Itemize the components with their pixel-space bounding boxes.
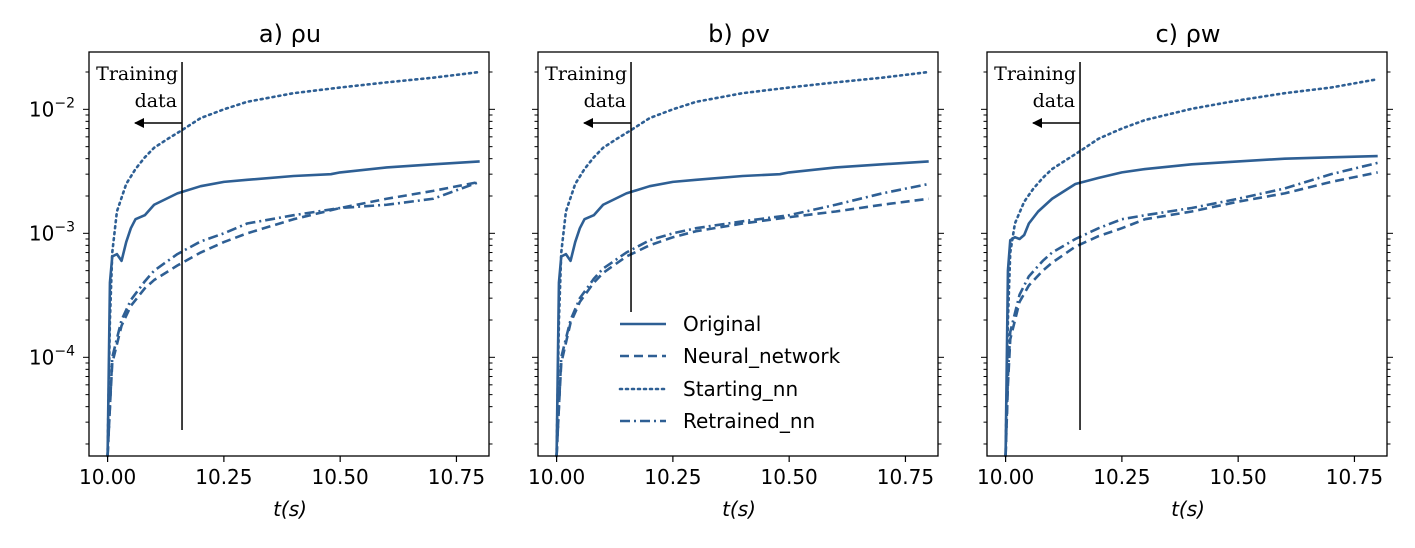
x-axis-label: t(s) <box>1171 497 1205 521</box>
y-tick-label: 10−2 <box>29 95 75 121</box>
axes-frame <box>88 51 490 457</box>
annotation-line-2: data <box>135 90 177 112</box>
legend-label-original: Original <box>683 312 761 336</box>
x-tick-label: 10.75 <box>877 465 934 489</box>
axes-frame <box>537 51 939 457</box>
y-axis <box>981 71 1393 445</box>
annotation-line-2: data <box>1033 90 1075 112</box>
y-tick-label: 10−4 <box>29 343 75 369</box>
series-retrained-nn <box>1004 161 1379 457</box>
annotation-line-1: Training <box>994 63 1076 85</box>
plot-area <box>106 70 481 458</box>
panel-rho-w: c) ρw 10.00 10.25 10.50 10.75 t(s) Training… <box>977 20 1393 521</box>
x-tick-label: 10.75 <box>1326 465 1383 489</box>
series-starting-nn <box>555 70 930 458</box>
y-axis: 10−4 10−3 10−2 <box>29 71 495 445</box>
x-axis-label: t(s) <box>722 497 756 521</box>
x-axis: 10.00 10.25 10.50 10.75 <box>977 456 1383 489</box>
series-retrained-nn <box>555 182 929 457</box>
panel-title: c) ρw <box>1155 20 1220 48</box>
series-retrained-nn <box>106 180 481 457</box>
series-neural-network <box>555 197 929 457</box>
x-tick-label: 10.50 <box>1210 465 1267 489</box>
x-tick-label: 10.25 <box>195 465 252 489</box>
legend-label-neural-network: Neural_network <box>683 344 841 368</box>
y-tick-label: 10−3 <box>29 219 75 245</box>
plot-area <box>1004 77 1379 458</box>
x-axis: 10.00 10.25 10.50 10.75 <box>79 456 485 489</box>
x-tick-label: 10.00 <box>79 465 136 489</box>
axes-frame <box>986 51 1388 457</box>
panel-rho-u: a) ρu 10.00 10.25 10.50 10.75 10−410−310−2 … <box>29 20 495 521</box>
x-tick-label: 10.25 <box>644 465 701 489</box>
legend: Original Neural_network Starting_nn Retr… <box>618 312 841 433</box>
y-axis <box>532 71 944 445</box>
annotation-line-1: Training <box>96 63 178 85</box>
series-neural-network <box>106 180 480 457</box>
x-axis: 10.00 10.25 10.50 10.75 <box>528 456 934 489</box>
series-starting-nn <box>106 70 481 458</box>
training-data-annotation: Training data <box>545 62 632 312</box>
x-tick-label: 10.00 <box>528 465 585 489</box>
annotation-line-2: data <box>584 90 626 112</box>
panel-rho-v: b) ρv 10.00 10.25 10.50 10.75 t(s) Training… <box>528 20 944 521</box>
series-original <box>1004 154 1378 457</box>
legend-label-retrained-nn: Retrained_nn <box>683 409 815 433</box>
x-tick-label: 10.50 <box>312 465 369 489</box>
legend-label-starting-nn: Starting_nn <box>683 377 798 401</box>
plot-area <box>555 70 930 458</box>
x-axis-label: t(s) <box>273 497 307 521</box>
annotation-line-1: Training <box>545 63 627 85</box>
x-tick-label: 10.50 <box>761 465 818 489</box>
x-tick-label: 10.75 <box>428 465 485 489</box>
panel-title: a) ρu <box>259 20 321 48</box>
x-tick-label: 10.00 <box>977 465 1034 489</box>
series-starting-nn <box>1004 77 1379 458</box>
x-tick-label: 10.25 <box>1093 465 1150 489</box>
training-data-annotation: Training data <box>96 62 183 430</box>
panel-title: b) ρv <box>708 20 770 48</box>
series-neural-network <box>1004 171 1378 457</box>
series-original <box>555 160 929 457</box>
training-data-annotation: Training data <box>994 62 1081 430</box>
series-original <box>106 160 480 457</box>
